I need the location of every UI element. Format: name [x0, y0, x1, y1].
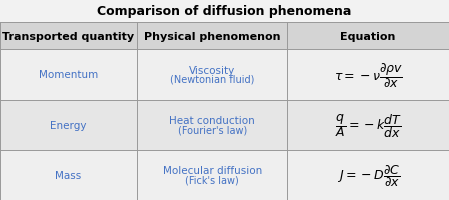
Text: (Newtonian fluid): (Newtonian fluid): [170, 74, 254, 84]
Bar: [0, 50, 449, 100]
Text: $\dfrac{q}{A} = -k\dfrac{dT}{dx}$: $\dfrac{q}{A} = -k\dfrac{dT}{dx}$: [335, 111, 402, 139]
Text: Energy: Energy: [50, 120, 87, 130]
Text: (Fick's law): (Fick's law): [185, 174, 239, 184]
Text: Heat conduction: Heat conduction: [169, 116, 255, 126]
Text: Molecular diffusion: Molecular diffusion: [163, 166, 262, 176]
Bar: [0, 23, 449, 50]
Text: Mass: Mass: [55, 170, 82, 180]
Text: Equation: Equation: [340, 32, 396, 41]
Text: Physical phenomenon: Physical phenomenon: [144, 32, 281, 41]
Bar: [0, 150, 449, 200]
Text: Transported quantity: Transported quantity: [2, 32, 135, 41]
Bar: [0, 100, 449, 150]
Text: Comparison of diffusion phenomena: Comparison of diffusion phenomena: [97, 5, 352, 18]
Text: $J = -D\dfrac{\partial C}{\partial x}$: $J = -D\dfrac{\partial C}{\partial x}$: [337, 162, 400, 188]
Text: Viscosity: Viscosity: [189, 66, 235, 76]
Text: (Fourier's law): (Fourier's law): [177, 124, 247, 134]
Text: $\tau = -\nu\dfrac{\partial \rho v}{\partial x}$: $\tau = -\nu\dfrac{\partial \rho v}{\par…: [334, 61, 403, 89]
Text: Momentum: Momentum: [39, 70, 98, 80]
